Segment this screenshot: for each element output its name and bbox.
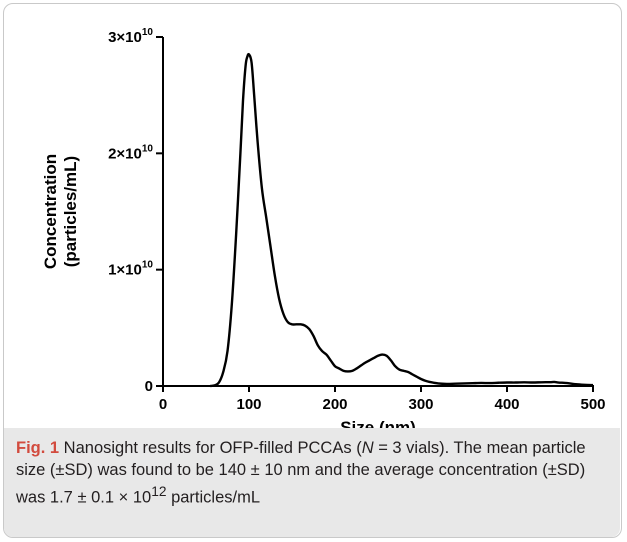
figure-label: Fig. 1	[16, 439, 60, 457]
x-tick-label: 300	[408, 396, 433, 413]
caption-text-3: particles/mL	[166, 488, 261, 507]
x-axis-title: Size (nm)	[340, 418, 416, 430]
x-axis-ticks: 0 100 200 300 400 500	[159, 386, 606, 413]
y-tick-label: 0	[145, 378, 153, 395]
y-tick-label: 2×1010	[108, 143, 153, 162]
y-axis-title-line: Concentration	[41, 154, 60, 269]
caption-exponent: 12	[151, 484, 167, 499]
y-axis-ticks: 0 1×1010 2×1010 3×1010	[108, 27, 163, 395]
x-tick-label: 200	[322, 396, 347, 413]
y-axis-title: Concentration (particles/mL)	[41, 154, 80, 269]
caption-text-1: Nanosight results for OFP-filled PCCAs (	[59, 439, 362, 457]
y-tick-label: 3×1010	[108, 27, 153, 46]
x-tick-label: 400	[494, 396, 519, 413]
x-tick-label: 100	[236, 396, 261, 413]
x-tick-label: 0	[159, 396, 167, 413]
figure-caption: Fig. 1 Nanosight results for OFP-filled …	[16, 437, 612, 509]
caption-background	[4, 428, 620, 537]
y-axis-title-line: (particles/mL)	[61, 156, 80, 267]
y-tick-label: 1×1010	[108, 260, 153, 279]
series-line	[210, 52, 594, 388]
caption-text-2: = 3 vials). The mean particle size (±SD)…	[16, 439, 586, 507]
nanosight-chart: Concentration (particles/mL) 0 1×1010 2×101…	[41, 27, 606, 430]
x-tick-label: 500	[580, 396, 605, 413]
caption-n-symbol: N	[361, 439, 374, 457]
